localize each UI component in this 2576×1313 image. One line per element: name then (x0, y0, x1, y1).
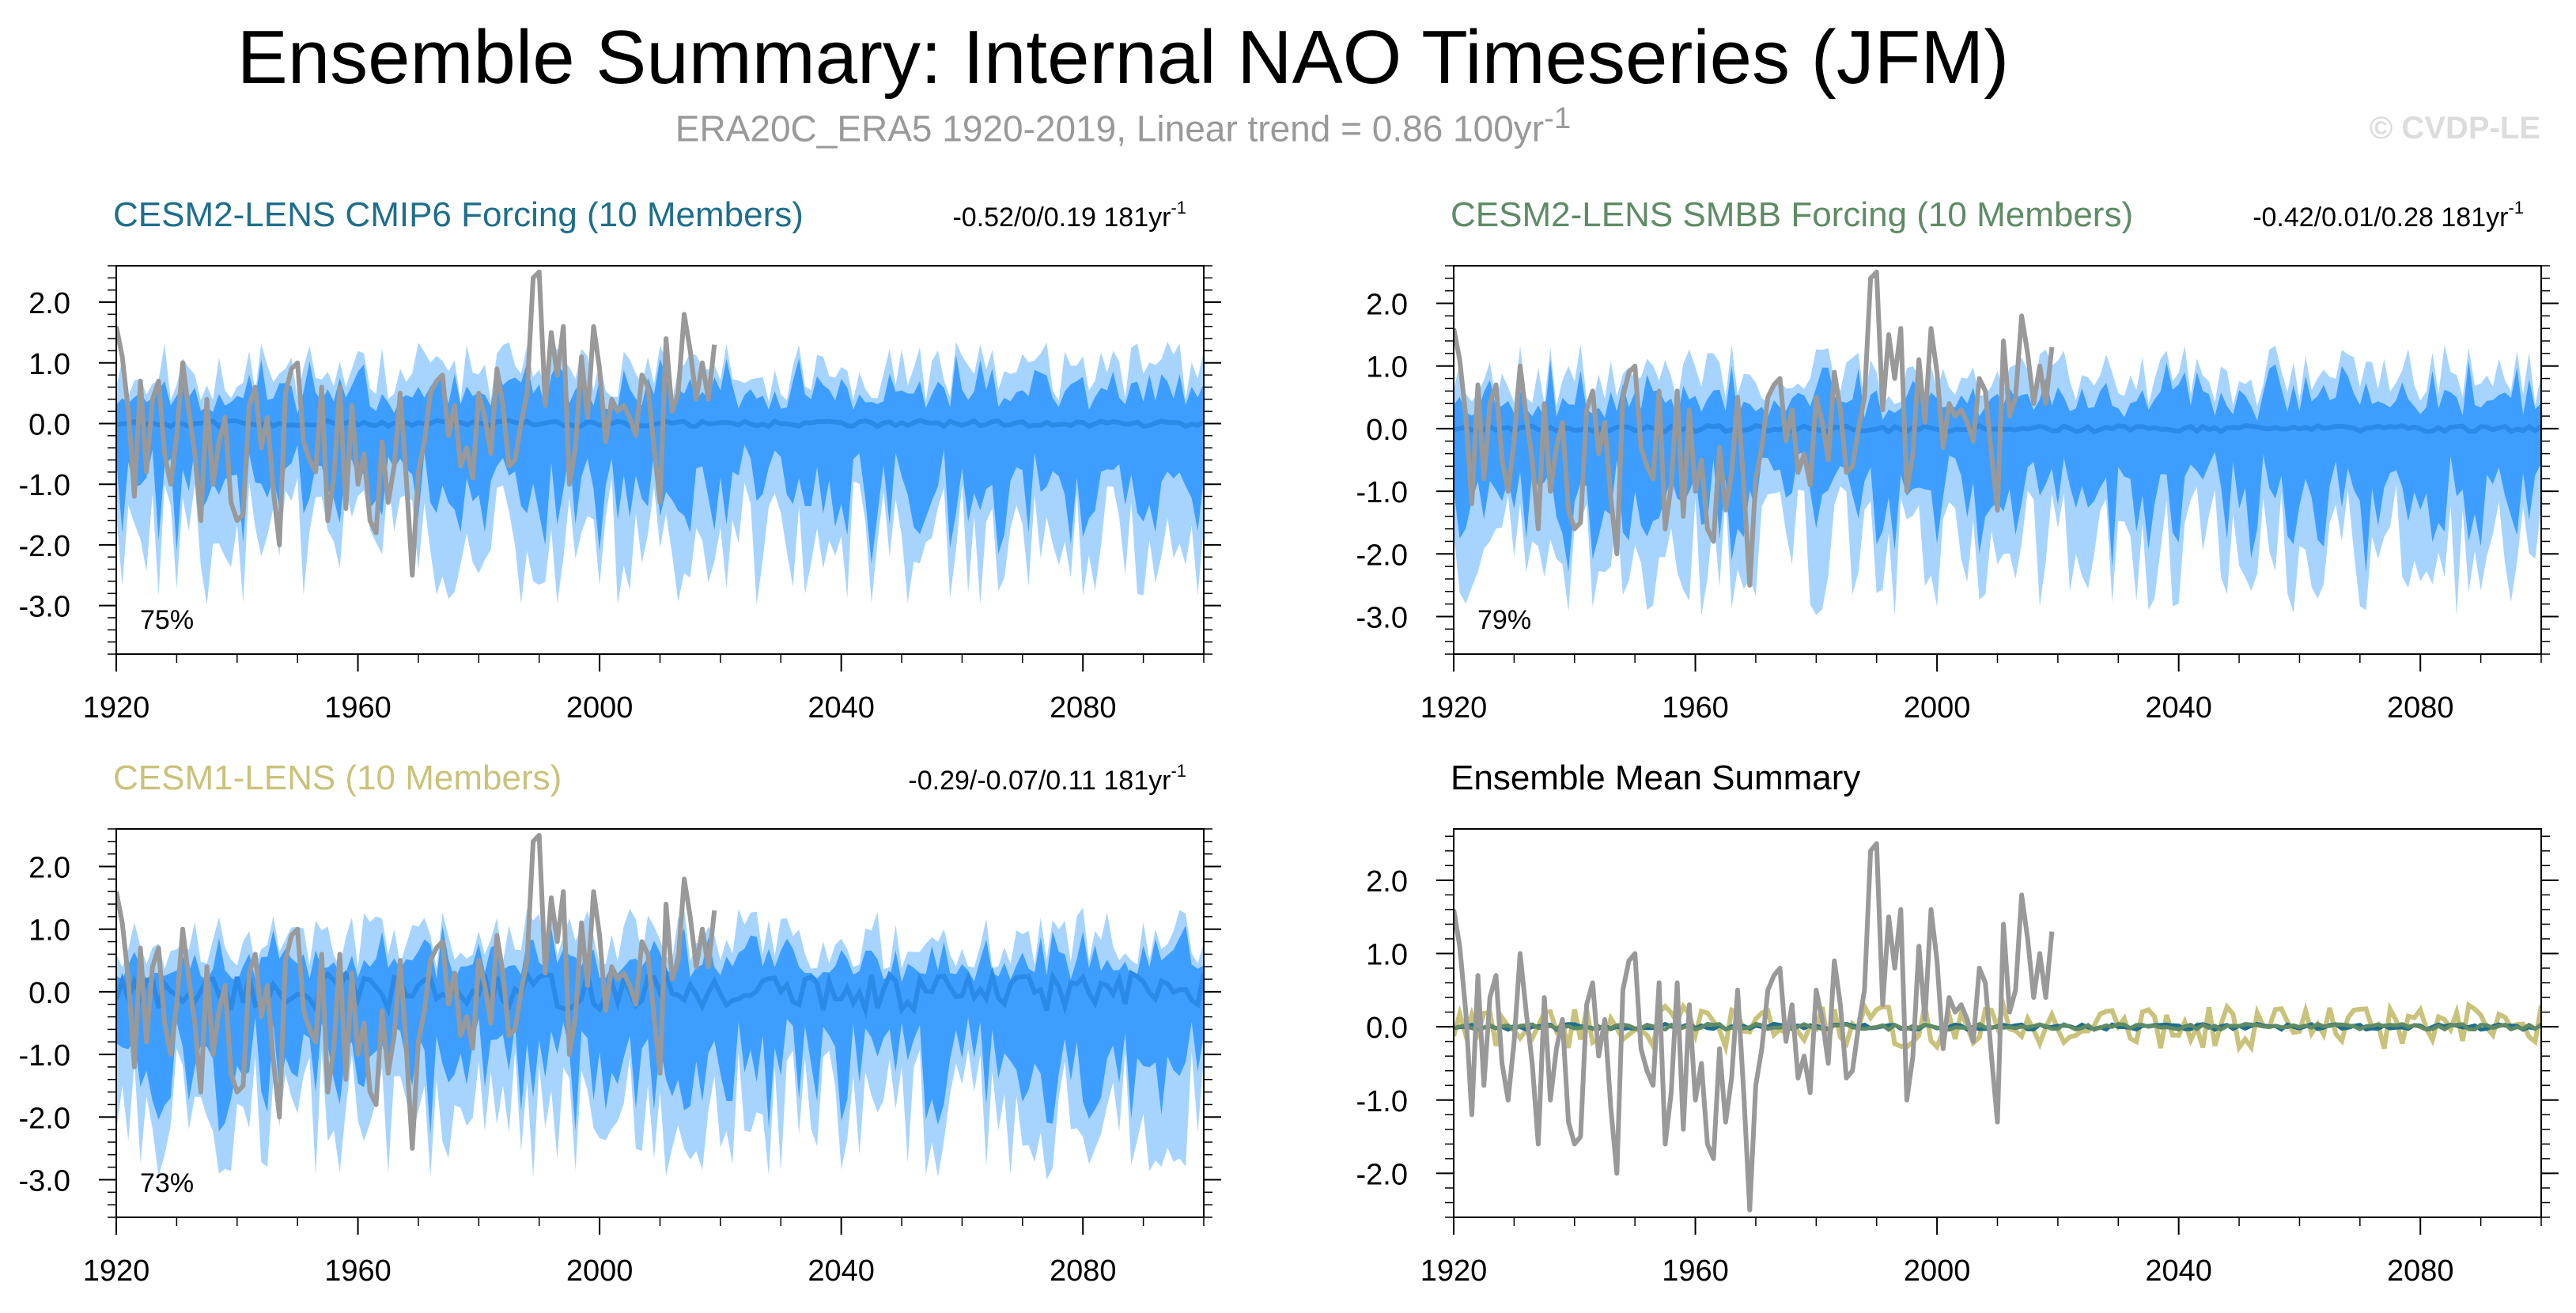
subtitle-superscript: -1 (1544, 101, 1572, 135)
y-tick-label: -1.0 (1356, 1085, 1408, 1118)
y-tick-label: 0.0 (28, 408, 70, 441)
y-tick-label: -1.0 (19, 1039, 70, 1073)
x-tick-label: 2080 (1050, 1254, 1117, 1288)
ensemble-mean-line (1454, 422, 2541, 435)
y-tick-label: 1.0 (1366, 938, 1408, 971)
x-tick-label: 1920 (1420, 1254, 1488, 1288)
x-tick-label: 2040 (808, 691, 875, 725)
y-tick-label: -2.0 (19, 1102, 70, 1135)
y-tick-label: 2.0 (28, 852, 70, 885)
panel-trend-text: -0.42/0.01/0.28 181yr-1 (2253, 198, 2524, 233)
x-tick-label: 2080 (1050, 691, 1117, 725)
y-tick-label: 0.0 (1366, 1012, 1408, 1045)
panel-title: CESM2-LENS SMBB Forcing (10 Members) (1451, 195, 2133, 234)
x-tick-label: 2040 (2145, 691, 2212, 725)
panel-percent-label: 73% (140, 1168, 194, 1198)
trend-superscript: -1 (1171, 761, 1186, 781)
y-tick-label: -2.0 (1356, 539, 1408, 572)
ensemble-mean-line (116, 966, 1204, 1020)
subtitle-text: ERA20C_ERA5 1920-2019, Linear trend = 0.… (675, 108, 1545, 149)
x-tick-label: 1960 (1662, 1254, 1729, 1288)
x-tick-label: 2000 (566, 691, 634, 725)
copyright-watermark: © CVDP-LE (2369, 111, 2540, 146)
observed-line (1454, 269, 2055, 588)
x-tick-label: 1960 (1662, 691, 1729, 725)
y-tick-label: 2.0 (1366, 865, 1408, 899)
trend-value: -0.42/0.01/0.28 181yr (2253, 202, 2508, 233)
panel-title: Ensemble Mean Summary (1451, 759, 1860, 797)
chart-panel-2: 2.0 1.0 0.0 -1.0 -2.0 -3.0 1920 1960 2000 2040 208… (1356, 195, 2559, 725)
ensemble-mean-line (116, 418, 1204, 430)
x-tick-label: 2040 (808, 1254, 875, 1288)
observed-line (1454, 841, 2055, 1213)
panel-title: CESM2-LENS CMIP6 Forcing (10 Members) (113, 195, 804, 234)
panel-trend-text: -0.29/-0.07/0.11 181yr-1 (908, 761, 1186, 796)
x-tick-label: 2000 (1904, 691, 1971, 725)
figure-subtitle: ERA20C_ERA5 1920-2019, Linear trend = 0.… (0, 101, 2246, 149)
trend-superscript: -1 (2508, 198, 2524, 218)
y-tick-label: 2.0 (1366, 289, 1408, 322)
x-tick-label: 1960 (324, 1254, 392, 1288)
trend-value: -0.52/0/0.19 181yr (952, 202, 1171, 233)
panel-title: CESM1-LENS (10 Members) (113, 759, 562, 797)
plot-area (116, 832, 1204, 1180)
observed-line (116, 832, 717, 1151)
trend-value: -0.29/-0.07/0.11 181yr (908, 766, 1171, 796)
y-tick-label: -3.0 (19, 1164, 70, 1198)
trend-superscript: -1 (1171, 198, 1186, 218)
panel-trend-text: -0.52/0/0.19 181yr-1 (952, 198, 1186, 233)
y-tick-label: 1.0 (1366, 351, 1408, 384)
y-tick-label: -2.0 (1356, 1158, 1408, 1191)
x-tick-label: 1920 (1420, 691, 1488, 725)
chart-panel-1: 2.0 1.0 0.0 -1.0 -2.0 -3.0 1920 1960 2000 2040 208… (19, 195, 1221, 725)
panel-percent-label: 79% (1477, 605, 1531, 635)
y-tick-label: 1.0 (28, 914, 70, 948)
panel-percent-label: 75% (140, 605, 194, 635)
summary-line-summary_cesm2_smbb (1454, 1021, 2541, 1032)
x-tick-label: 2000 (1904, 1254, 1971, 1288)
y-tick-label: -2.0 (19, 530, 70, 563)
plot-area (116, 269, 1204, 605)
observed-line (116, 269, 717, 578)
x-tick-label: 1920 (83, 1254, 150, 1288)
y-tick-label: -3.0 (19, 591, 70, 624)
chart-panel-3: 2.0 1.0 0.0 -1.0 -2.0 -3.0 1920 1960 2000 2040 208… (19, 759, 1221, 1288)
x-tick-label: 1920 (83, 691, 150, 725)
x-tick-label: 1960 (324, 691, 392, 725)
y-tick-label: -1.0 (19, 469, 70, 502)
plot-area (1454, 841, 2541, 1213)
x-tick-label: 2000 (566, 1254, 634, 1288)
y-tick-label: 2.0 (28, 287, 70, 320)
y-tick-label: 0.0 (28, 977, 70, 1010)
x-tick-label: 2040 (2145, 1254, 2212, 1288)
y-tick-label: -1.0 (1356, 476, 1408, 509)
y-tick-label: -3.0 (1356, 601, 1408, 634)
y-tick-label: 1.0 (28, 348, 70, 381)
figure-title: Ensemble Summary: Internal NAO Timeserie… (236, 15, 2010, 100)
y-tick-label: 0.0 (1366, 414, 1408, 447)
chart-panel-4: 2.0 1.0 0.0 -1.0 -2.0 1920 1960 2000 2040 2080 Ens… (1356, 759, 2559, 1288)
plot-area (1454, 269, 2541, 617)
x-tick-label: 2080 (2387, 691, 2454, 725)
x-tick-label: 2080 (2387, 1254, 2454, 1288)
